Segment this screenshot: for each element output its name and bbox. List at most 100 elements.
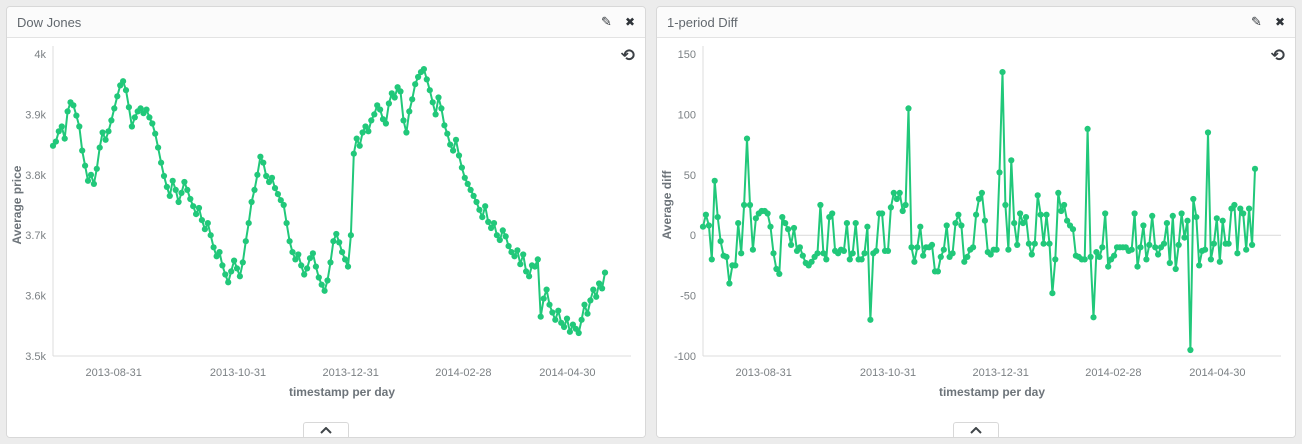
data-point[interactable] (884, 247, 892, 254)
data-point[interactable] (1049, 290, 1056, 297)
data-point[interactable] (248, 198, 255, 206)
data-point[interactable] (873, 247, 880, 254)
data-point[interactable] (1160, 240, 1168, 247)
data-point[interactable] (315, 274, 322, 281)
data-point[interactable] (452, 136, 460, 143)
data-point[interactable] (260, 159, 267, 166)
data-point[interactable] (84, 177, 92, 184)
data-point[interactable] (858, 256, 865, 263)
data-point[interactable] (555, 307, 562, 314)
data-point[interactable] (782, 220, 789, 227)
data-point[interactable] (96, 144, 103, 151)
data-point[interactable] (790, 224, 798, 232)
data-point[interactable] (928, 241, 936, 248)
data-point[interactable] (298, 262, 305, 269)
data-point[interactable] (738, 250, 745, 257)
data-point[interactable] (973, 211, 980, 218)
data-point[interactable] (1022, 214, 1030, 221)
data-point[interactable] (563, 315, 571, 322)
data-point[interactable] (749, 246, 756, 253)
data-point[interactable] (172, 186, 179, 193)
data-point[interactable] (1099, 244, 1106, 251)
data-point[interactable] (312, 263, 319, 270)
data-point[interactable] (350, 150, 357, 157)
data-point[interactable] (823, 256, 830, 263)
data-point[interactable] (368, 117, 375, 124)
data-point[interactable] (347, 232, 354, 239)
data-point[interactable] (406, 108, 413, 115)
reset-zoom-icon[interactable]: ⟲ (620, 46, 635, 66)
data-point[interactable] (1043, 211, 1050, 218)
data-point[interactable] (128, 123, 135, 130)
data-point[interactable] (1190, 195, 1197, 203)
data-point[interactable] (1137, 244, 1144, 251)
data-point[interactable] (852, 220, 859, 227)
data-point[interactable] (362, 123, 369, 130)
data-point[interactable] (1175, 241, 1182, 248)
data-point[interactable] (1181, 234, 1188, 241)
data-point[interactable] (61, 135, 68, 142)
data-point[interactable] (228, 268, 235, 275)
data-point[interactable] (902, 201, 909, 209)
data-point[interactable] (277, 197, 284, 204)
data-point[interactable] (490, 220, 498, 227)
data-point[interactable] (1219, 217, 1226, 224)
data-point[interactable] (309, 250, 316, 257)
data-point[interactable] (1210, 240, 1217, 247)
data-point[interactable] (890, 189, 897, 196)
data-point[interactable] (999, 69, 1006, 76)
data-point[interactable] (239, 259, 246, 266)
data-point[interactable] (400, 117, 407, 124)
data-point[interactable] (523, 268, 530, 275)
data-point[interactable] (1005, 246, 1012, 253)
data-point[interactable] (741, 201, 748, 209)
data-point[interactable] (1204, 129, 1212, 136)
data-point[interactable] (549, 309, 556, 316)
data-point[interactable] (131, 114, 138, 121)
data-point[interactable] (1128, 246, 1135, 253)
data-point[interactable] (955, 211, 962, 218)
data-point[interactable] (108, 117, 115, 124)
data-point[interactable] (1019, 220, 1027, 227)
data-point[interactable] (70, 102, 77, 109)
data-point[interactable] (233, 265, 241, 272)
data-point[interactable] (958, 222, 965, 229)
data-point[interactable] (726, 280, 733, 287)
data-point[interactable] (1213, 215, 1220, 222)
data-point[interactable] (184, 186, 191, 193)
data-point[interactable] (499, 227, 506, 234)
data-point[interactable] (102, 136, 109, 143)
data-point[interactable] (193, 211, 200, 218)
data-point[interactable] (1246, 205, 1253, 212)
data-point[interactable] (702, 211, 709, 218)
data-point[interactable] (1046, 240, 1053, 247)
data-point[interactable] (143, 106, 150, 113)
data-point[interactable] (125, 104, 132, 111)
data-point[interactable] (908, 244, 915, 251)
data-point[interactable] (964, 253, 971, 260)
data-point[interactable] (496, 236, 503, 244)
data-point[interactable] (225, 279, 232, 286)
data-point[interactable] (356, 142, 363, 149)
data-point[interactable] (1155, 251, 1162, 258)
data-point[interactable] (996, 169, 1003, 176)
data-point[interactable] (1193, 214, 1200, 221)
data-point[interactable] (511, 253, 518, 260)
data-point[interactable] (599, 285, 606, 292)
data-point[interactable] (717, 238, 724, 245)
data-point[interactable] (295, 251, 302, 258)
data-point[interactable] (820, 250, 827, 257)
data-point[interactable] (1231, 201, 1238, 209)
data-point[interactable] (342, 256, 349, 263)
data-point[interactable] (1008, 157, 1015, 164)
data-point[interactable] (482, 203, 489, 210)
data-point[interactable] (1055, 189, 1062, 196)
data-point[interactable] (210, 244, 217, 251)
data-point[interactable] (705, 222, 712, 229)
data-point[interactable] (429, 99, 436, 106)
data-point[interactable] (114, 93, 121, 100)
data-point[interactable] (1093, 249, 1100, 256)
data-point[interactable] (175, 198, 182, 206)
data-point[interactable] (970, 244, 977, 251)
data-point[interactable] (470, 192, 477, 199)
